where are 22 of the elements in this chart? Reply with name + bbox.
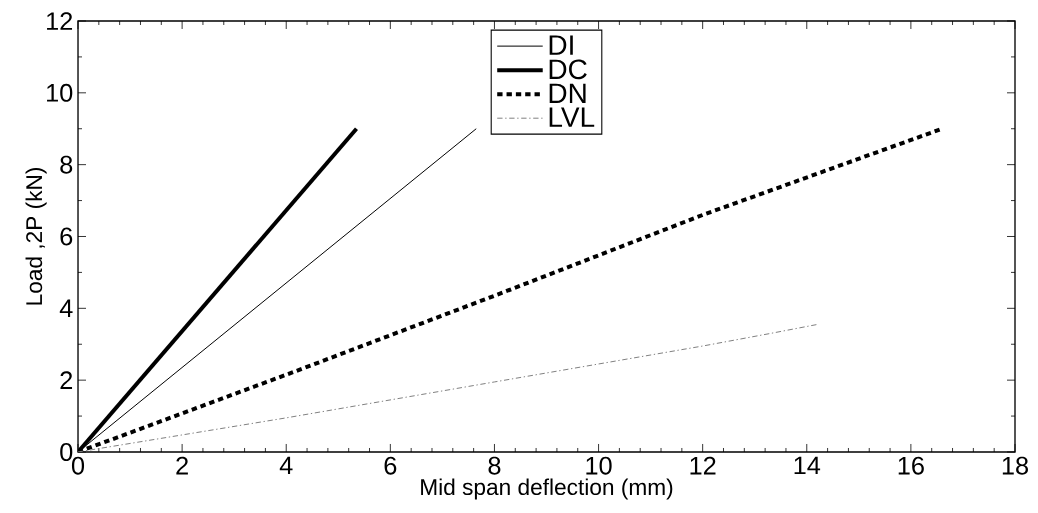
legend-label: DI	[549, 35, 573, 55]
y-axis-title: Load ,2P (kN)	[25, 168, 47, 305]
x-axis-title: Mid span deflection (mm)	[421, 478, 673, 500]
y-tick-label: 4	[59, 299, 73, 318]
x-tick-label: 2	[176, 456, 188, 475]
x-tick-label: 18	[1002, 456, 1028, 475]
y-tick-label: 12	[47, 12, 73, 30]
x-tick-label: 8	[488, 456, 501, 475]
y-tick-label: 6	[60, 227, 73, 246]
x-tick-label: 6	[384, 456, 397, 475]
y-tick-label: 0	[60, 443, 73, 461]
legend-label: DC	[549, 59, 587, 80]
x-tick-label: 4	[279, 456, 293, 475]
x-tick-label: 14	[794, 456, 821, 475]
x-tick-label: 12	[690, 456, 716, 475]
y-tick-label: 10	[47, 83, 73, 102]
y-tick-label: 8	[60, 155, 73, 174]
x-tick-label: 16	[898, 456, 924, 475]
legend-label: DN	[549, 83, 586, 103]
y-tick-label: 2	[60, 371, 73, 389]
x-tick-label: 10	[586, 456, 612, 475]
legend-label: LVL	[549, 107, 595, 127]
